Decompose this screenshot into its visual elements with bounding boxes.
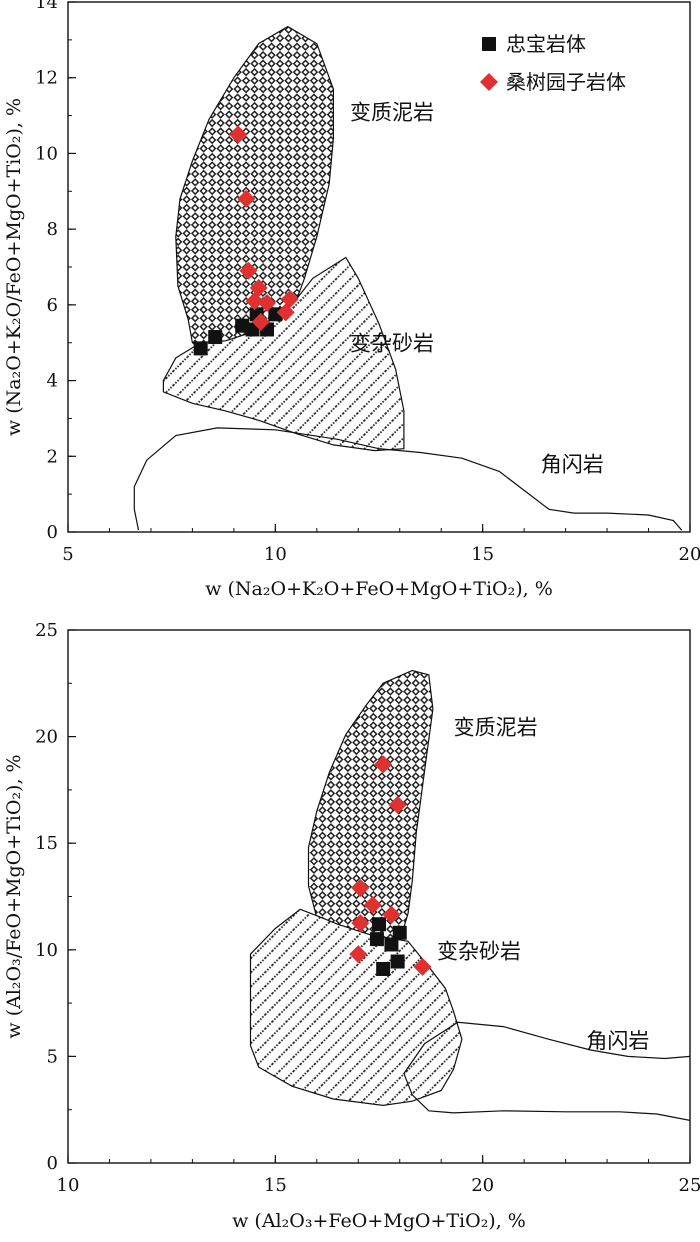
point-square [390,954,405,969]
point-diamond [249,278,268,297]
point-diamond [229,125,248,144]
region-greywacke-outline [162,256,405,452]
y-tick-label: 20 [35,727,58,748]
plot-area [249,669,690,1121]
y-tick-label: 25 [35,620,58,641]
region-label: 变质泥岩 [350,100,434,124]
y-tick-label: 15 [35,833,58,854]
point-square [369,932,384,947]
legend-label: 桑树园子岩体 [506,70,626,94]
point-diamond [351,914,370,933]
y-axis-label: w (Na₂O+K₂O/FeO+MgO+TiO₂), % [3,98,25,436]
x-tick-label: 20 [471,1175,494,1196]
y-tick-label: 6 [47,295,58,316]
region-label: 角闪岩 [586,1029,649,1053]
y-tick-label: 2 [47,446,58,467]
y-tick-label: 5 [47,1046,58,1067]
y-tick-label: 14 [35,0,58,13]
point-diamond [382,905,401,924]
y-tick-label: 10 [35,940,58,961]
y-tick-label: 0 [47,522,58,543]
legend-marker-diamond [480,73,498,91]
region-label: 变杂砂岩 [350,331,434,355]
x-axis-label: w (Al₂O₃+FeO+MgO+TiO₂), % [232,1210,526,1232]
x-tick-label: 15 [264,1175,287,1196]
x-tick-label: 20 [679,544,700,565]
point-diamond [237,189,256,208]
region-amphibolite-outline [403,1021,690,1121]
y-tick-label: 0 [47,1153,58,1174]
region-label: 角闪岩 [541,452,604,476]
point-diamond [245,292,264,311]
x-tick-label: 25 [679,1175,700,1196]
point-diamond [363,896,382,915]
point-diamond [239,261,258,280]
region-greywacke-outline [249,908,463,1107]
region-amphibolite-outline [133,427,683,531]
y-tick-label: 8 [47,219,58,240]
y-tick-label: 12 [35,68,58,89]
point-square [376,961,391,976]
point-square [384,937,399,952]
x-tick-label: 5 [62,544,73,565]
point-diamond [388,795,407,814]
point-diamond [351,878,370,897]
point-square [193,341,208,356]
x-tick-label: 10 [264,544,287,565]
legend-label: 忠宝岩体 [506,32,586,56]
point-diamond [374,755,393,774]
point-diamond [276,303,295,322]
point-diamond [413,957,432,976]
region-label: 变质泥岩 [454,715,538,739]
point-diamond [349,945,368,964]
point-square [372,917,386,932]
region-label: 变杂砂岩 [437,939,521,963]
y-tick-label: 10 [35,143,58,164]
y-axis-label: w (Al₂O₃/FeO+MgO+TiO₂), % [3,754,25,1038]
plot-area [133,25,683,531]
legend-marker-square [482,37,496,51]
point-diamond [280,290,299,309]
y-tick-label: 4 [47,371,58,392]
point-square [208,330,223,345]
x-tick-label: 15 [471,544,494,565]
point-diamond [258,293,277,312]
point-square [392,925,407,940]
x-tick-label: 10 [57,1175,80,1196]
region-pelite-outline [307,669,434,962]
point-diamond [251,312,270,331]
x-axis-label: w (Na₂O+K₂O+FeO+MgO+TiO₂), % [205,578,553,600]
